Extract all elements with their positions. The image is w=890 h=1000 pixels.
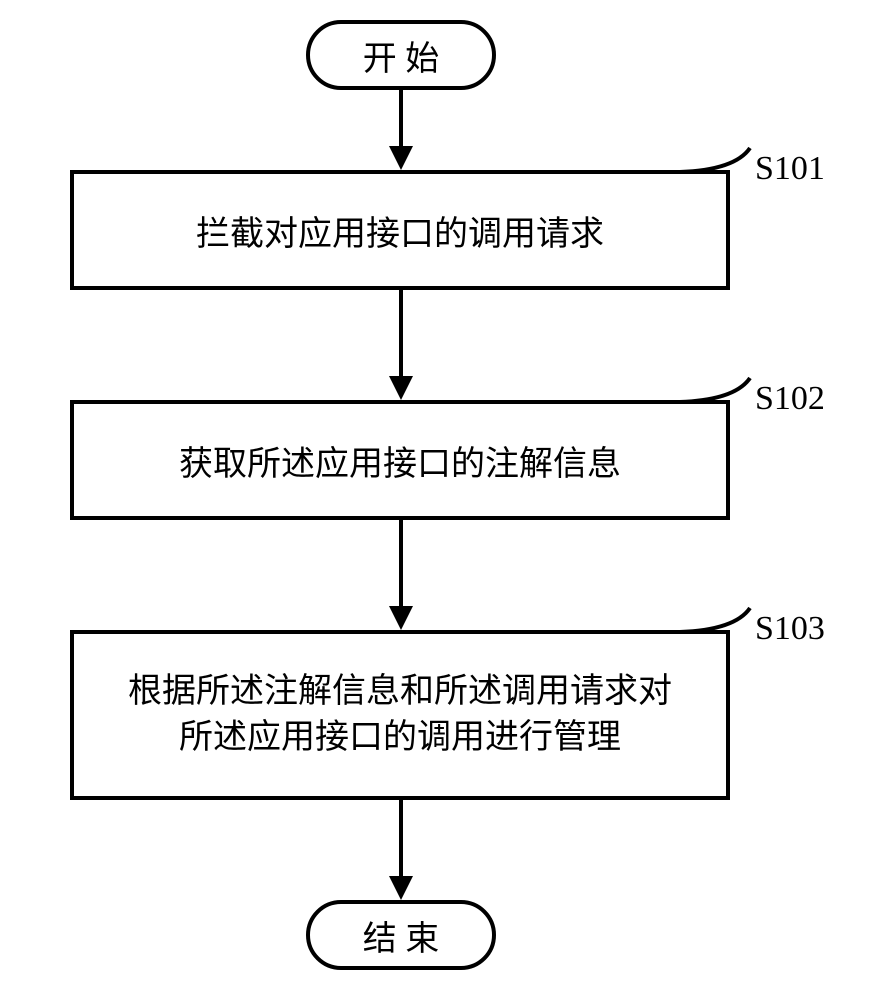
process-s103-text: 根据所述注解信息和所述调用请求对 所述应用接口的调用进行管理 — [128, 669, 672, 761]
edge-s103-end — [397, 800, 405, 900]
end-node: 结 束 — [306, 900, 496, 970]
process-s102: 获取所述应用接口的注解信息 — [70, 400, 730, 520]
step-label-s101: S101 — [755, 150, 825, 188]
process-s101-text: 拦截对应用接口的调用请求 — [196, 206, 604, 255]
edge-s101-s102 — [397, 290, 405, 400]
curve-s103 — [0, 0, 300, 150]
process-s102-text: 获取所述应用接口的注解信息 — [179, 436, 621, 485]
edge-start-s101 — [397, 90, 405, 170]
flowchart-canvas: 开 始 拦截对应用接口的调用请求 S101 获取所述应用接口的注解信息 S102… — [0, 0, 890, 1000]
step-label-s102: S102 — [755, 380, 825, 418]
step-label-s103: S103 — [755, 610, 825, 648]
end-label: 结 束 — [363, 911, 440, 960]
process-s103: 根据所述注解信息和所述调用请求对 所述应用接口的调用进行管理 — [70, 630, 730, 800]
start-node: 开 始 — [306, 20, 496, 90]
process-s101: 拦截对应用接口的调用请求 — [70, 170, 730, 290]
start-label: 开 始 — [363, 31, 440, 80]
edge-s102-s103 — [397, 520, 405, 630]
